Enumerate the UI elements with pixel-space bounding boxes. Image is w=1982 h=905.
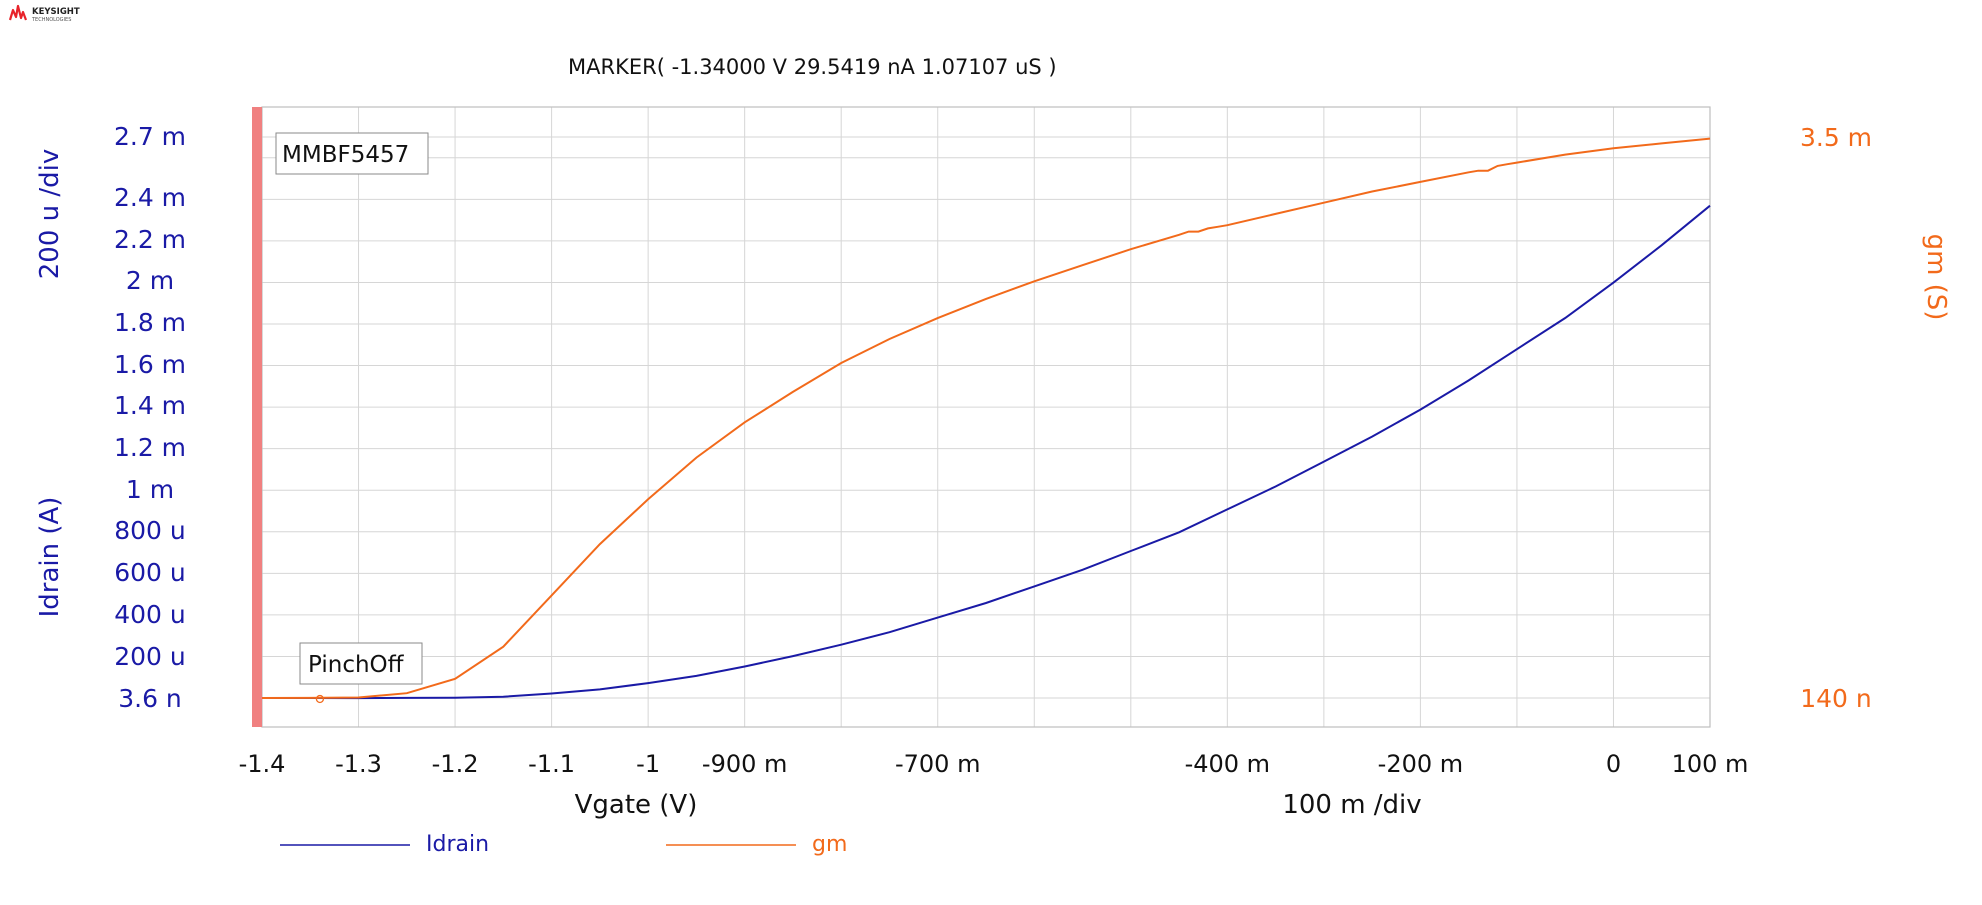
legend: Idrain gm [280, 832, 847, 857]
y-left-tick-label: 1 m [126, 475, 174, 504]
x-tick-label: -1.2 [432, 750, 479, 778]
y-right-tick-label: 140 n [1800, 684, 1872, 713]
y-left-tick-label: 600 u [114, 558, 186, 587]
y-left-tick-label: 1.4 m [114, 391, 186, 420]
y-left-tick-label: 800 u [114, 516, 186, 545]
legend-label-idrain: Idrain [426, 832, 489, 857]
y-left-scale-label: 200 u /div [35, 149, 65, 280]
y-left-axis-label: Idrain (A) [35, 497, 65, 618]
x-tick-label: -700 m [895, 750, 980, 778]
y-left-tick-label: 200 u [114, 642, 186, 671]
y-left-tick-label: 2.4 m [114, 183, 186, 212]
legend-label-gm: gm [812, 832, 847, 857]
grid [261, 107, 1711, 727]
y-left-tick-label: 400 u [114, 600, 186, 629]
series-line-gm [261, 137, 1711, 699]
x-tick-label: -1.3 [335, 750, 382, 778]
series-line-idrain [262, 204, 1711, 700]
y-right-tick-labels: 140 n 3.5 m [1800, 123, 1872, 713]
pinchoff-label: PinchOff [308, 652, 405, 678]
keysight-logo: KEYSIGHT TECHNOLOGIES [8, 4, 80, 23]
y-left-tick-label: 1.2 m [114, 433, 186, 462]
device-label: MMBF5457 [282, 142, 409, 168]
device-label-box: MMBF5457 [275, 132, 429, 175]
x-axis-label: Vgate (V) [575, 790, 698, 820]
x-tick-labels: -1.4 -1.3 -1.2 -1.1 -1 -900 m -700 m -400 m -200… [239, 750, 1749, 778]
y-left-tick-labels: 3.6 n 200 u 400 u 600 u 800 u 1 m 1.2 m 1.4 m 1.… [114, 122, 186, 713]
x-scale-label: 100 m /div [1282, 790, 1421, 820]
x-tick-label: -400 m [1185, 750, 1270, 778]
y-left-tick-label: 3.6 n [118, 684, 182, 713]
y-left-tick-label: 1.8 m [114, 308, 186, 337]
y-left-tick-label: 2 m [126, 266, 174, 295]
x-tick-label: -1.1 [528, 750, 575, 778]
y-right-tick-label: 3.5 m [1800, 123, 1872, 152]
x-tick-label: 100 m [1672, 750, 1749, 778]
x-tick-label: 0 [1606, 750, 1621, 778]
plot-area [262, 107, 1710, 727]
marker-point[interactable] [315, 694, 325, 704]
brand-subtitle: TECHNOLOGIES [31, 17, 71, 23]
pinchoff-label-box: PinchOff [299, 642, 423, 685]
x-tick-label: -900 m [702, 750, 787, 778]
x-tick-label: -1 [636, 750, 660, 778]
y-left-tick-label: 2.7 m [114, 122, 186, 151]
y-left-tick-label: 2.2 m [114, 225, 186, 254]
x-tick-label: -200 m [1378, 750, 1463, 778]
brand-name: KEYSIGHT [32, 7, 80, 17]
keysight-logo-icon [8, 4, 28, 21]
marker-readout: MARKER( -1.34000 V 29.5419 nA 1.07107 uS… [568, 55, 1057, 79]
y-right-axis-label: gm (S) [1921, 234, 1951, 321]
y-left-tick-label: 1.6 m [114, 350, 186, 379]
x-tick-label: -1.4 [239, 750, 286, 778]
left-marker-bar [252, 107, 262, 727]
